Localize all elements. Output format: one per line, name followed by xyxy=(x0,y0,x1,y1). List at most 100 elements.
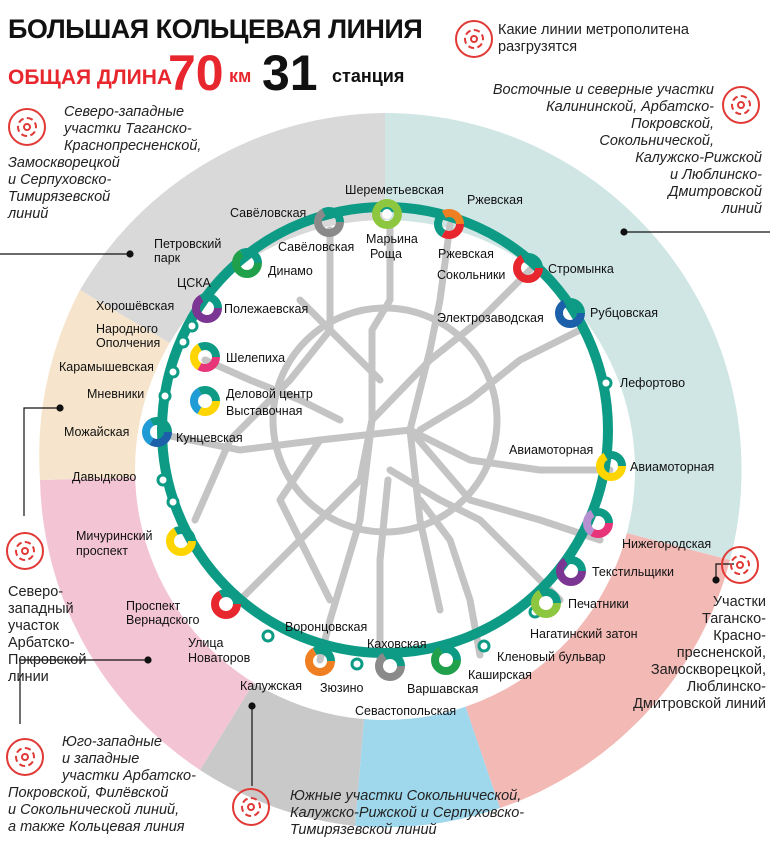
pointer-s-dot xyxy=(248,702,256,710)
label-narodnogo-1: Народного xyxy=(96,322,158,336)
label-petrovsky-park-2: парк xyxy=(154,251,181,265)
label-vystavochnaya: Выставочная xyxy=(226,404,302,418)
station-kashirskaya[interactable] xyxy=(431,645,461,675)
grey-line-12 xyxy=(201,356,344,424)
label-petrovsky-park-1: Петровский xyxy=(154,237,221,251)
station-sheremetyevskaya[interactable] xyxy=(372,199,402,229)
grey-line-10 xyxy=(276,436,334,604)
station-nizhegorodskaya[interactable] xyxy=(583,508,613,538)
station-michurinsky-prospekt[interactable] xyxy=(166,526,196,556)
grey-line-4 xyxy=(368,266,534,424)
label-tekstilshchiki: Текстильщики xyxy=(592,565,674,579)
note-w: Северо- западный участок Арбатско- Покро… xyxy=(8,584,87,685)
pointer-w xyxy=(23,407,60,516)
station-stromynka[interactable] xyxy=(513,253,543,283)
label-mozhayskaya: Можайская xyxy=(64,425,129,439)
gear-icon xyxy=(8,108,46,146)
station-prospekt-vernadskogo[interactable] xyxy=(211,589,241,619)
gear-icon xyxy=(455,20,493,58)
label-khoroshevskaya: Хорошёвская xyxy=(96,299,174,313)
note-ne-cont: Калужско-Рижской и Люблинско- Дмитровско… xyxy=(635,150,762,217)
grey-line-11 xyxy=(236,416,376,604)
pointer-w-dot xyxy=(56,404,64,412)
label-klenoviy-bulvar: Кленовый бульвар xyxy=(497,650,606,664)
station-novatorov[interactable] xyxy=(261,629,275,643)
station-vorontsovskaya[interactable] xyxy=(305,646,335,676)
label-maryina-roshcha-2: Роща xyxy=(370,247,402,261)
grey-line-14 xyxy=(376,476,392,664)
label-aviamotornaya-2: Авиамоторная xyxy=(630,460,714,474)
station-zyuzino[interactable] xyxy=(350,657,364,671)
note-s: Южные участки Сокольнической, Калужско-Р… xyxy=(290,788,525,838)
label-sokolniki: Сокольники xyxy=(437,268,505,282)
label-michurinsky-2: проспект xyxy=(76,544,128,558)
pointer-sw xyxy=(19,659,148,724)
gear-icon xyxy=(6,738,44,776)
legend-text: Какие линии метрополитена разгрузятся xyxy=(498,22,689,55)
station-shelepikha[interactable] xyxy=(190,342,220,372)
station-savyolovskaya[interactable] xyxy=(314,207,344,237)
station-tsska[interactable] xyxy=(192,293,222,323)
station-kakhovskaya[interactable] xyxy=(375,651,405,681)
station-mozhayskaya[interactable] xyxy=(142,417,172,447)
grey-line-7 xyxy=(406,426,604,544)
label-stromynka: Стромынка xyxy=(548,262,614,276)
gear-icon xyxy=(721,546,759,584)
note-sw-cont: Покровской, Филёвской и Сокольнической л… xyxy=(8,785,185,835)
label-davydkovo: Давыдково xyxy=(72,470,136,484)
note-nw-cont: Замоскворецкой и Серпуховско- Тимирязевс… xyxy=(8,155,120,222)
note-se: Участки Таганско- Красно- пресненской, З… xyxy=(633,594,766,712)
label-kakhovskaya: Каховская xyxy=(367,637,427,651)
label-narodnogo-2: Ополчения xyxy=(96,336,160,350)
stations-value: 31 xyxy=(262,45,318,101)
label-delovoy-tsentr: Деловой центр xyxy=(226,387,313,401)
label-sevastopolskaya: Севастопольская xyxy=(355,704,456,718)
station-khoroshevskaya[interactable] xyxy=(185,319,199,333)
grey-line-13 xyxy=(296,296,384,384)
stations-unit: станция xyxy=(332,66,405,86)
station-labels: Шереметьевская Марьина Роща Ржевская Рже… xyxy=(59,183,714,718)
label-elektrozavodskaya: Электрозаводская xyxy=(437,311,544,325)
note-ne: Восточные и северные участки Калининской… xyxy=(492,82,714,149)
grey-line-3 xyxy=(406,221,454,614)
station-tekstilshchiki[interactable] xyxy=(556,556,586,586)
station-petrovsky-park[interactable] xyxy=(232,248,262,278)
label-lefortovo: Лефортово xyxy=(620,376,685,390)
label-rubtsovskaya: Рубцовская xyxy=(590,306,658,320)
station-karamyshevskaya[interactable] xyxy=(166,365,180,379)
pointer-sw-dot xyxy=(144,656,152,664)
station-amyinevskaya[interactable] xyxy=(166,495,180,509)
station-rubtsovskaya[interactable] xyxy=(555,298,585,328)
label-mnevniki: Мневники xyxy=(87,387,144,401)
label-savyolovskaya-1: Савёловская xyxy=(230,206,306,220)
station-rzhevskaya[interactable] xyxy=(434,209,464,239)
station-lefortovo[interactable] xyxy=(599,376,613,390)
length-unit: км xyxy=(229,66,252,86)
label-dinamo: Динамо xyxy=(268,264,313,278)
station-klenoviy-bulvar[interactable] xyxy=(477,639,491,653)
label-prospekt-vernadskogo-1: Проспект xyxy=(126,599,180,613)
label-nagatinsky-zaton: Нагатинский затон xyxy=(530,627,638,641)
note-nw: Северо-западные участки Таганско- Красно… xyxy=(64,104,202,154)
station-aviamotornaya[interactable] xyxy=(596,451,626,481)
grey-line-9 xyxy=(416,496,484,659)
station-narodnogo-opolcheniya[interactable] xyxy=(176,335,190,349)
label-pechatniki: Печатники xyxy=(568,597,629,611)
station-delovoy-tsentr[interactable] xyxy=(190,386,220,416)
gear-icon xyxy=(6,532,44,570)
station-pechatniki[interactable] xyxy=(531,588,561,618)
label-rzhevskaya-1: Ржевская xyxy=(467,193,523,207)
label-nizhegorodskaya: Нижегородская xyxy=(622,537,711,551)
transfer-stations xyxy=(142,199,626,681)
note-pointers xyxy=(0,228,770,786)
gear-icon xyxy=(722,86,760,124)
station-davydkovo[interactable] xyxy=(156,473,170,487)
label-zyuzino: Зюзино xyxy=(320,681,364,695)
label-karamyshevskaya: Карамышевская xyxy=(59,360,154,374)
station-mnevniki[interactable] xyxy=(158,389,172,403)
label-kuntsevskaya: Кунцевская xyxy=(176,431,243,445)
label-tsska: ЦСКА xyxy=(177,276,212,290)
length-value: 70 xyxy=(168,45,224,101)
